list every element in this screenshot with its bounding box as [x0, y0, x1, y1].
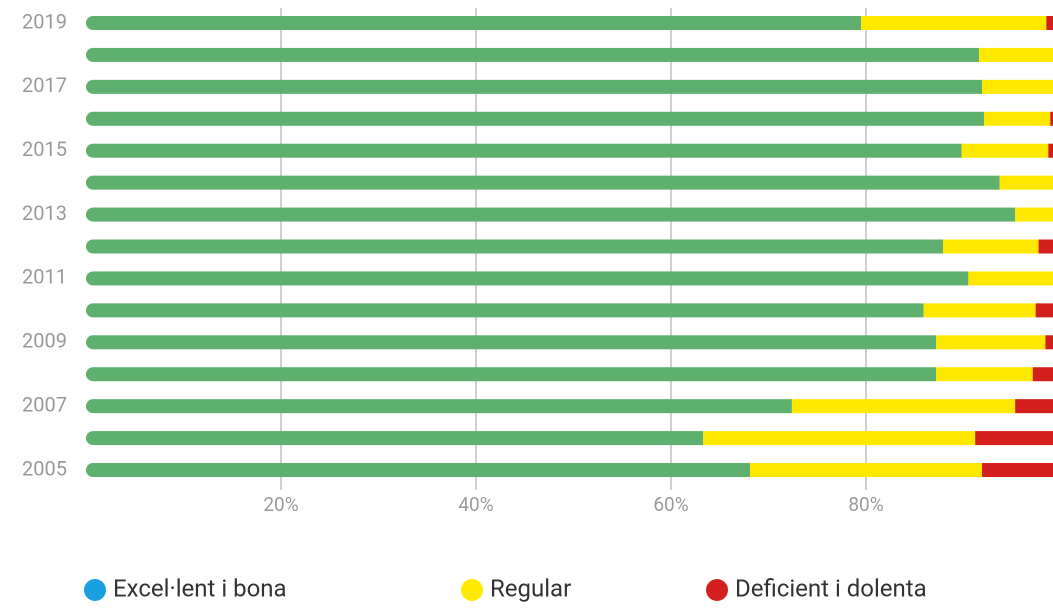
bar-segment — [93, 207, 1016, 222]
bar-segment — [968, 271, 1053, 286]
bar-segment — [1015, 207, 1053, 222]
y-tick-label: 2013 — [22, 201, 67, 225]
bar-segment — [999, 175, 1053, 190]
bar-segment — [703, 431, 976, 446]
bar-segment — [93, 271, 969, 286]
bar-segment — [93, 175, 1000, 190]
bar-segment — [93, 143, 962, 158]
bar-segment — [861, 16, 1047, 30]
bar-segment — [93, 303, 924, 318]
y-tick-label: 2011 — [22, 265, 67, 289]
bar-segment — [93, 431, 704, 446]
bar-segment — [791, 399, 1016, 414]
legend-label: Excel·lent i bona — [113, 574, 287, 602]
bar-segment — [1038, 239, 1053, 254]
y-tick-label: 2007 — [22, 392, 67, 416]
y-tick-label: 2015 — [22, 137, 67, 161]
bar-segment — [93, 463, 750, 478]
bar-segment — [749, 463, 983, 478]
legend-marker — [461, 579, 483, 601]
bar-segment — [982, 463, 1053, 478]
x-tick-label: 60% — [653, 493, 688, 516]
x-tick-label: 80% — [848, 493, 883, 516]
bar-segment — [93, 47, 980, 62]
bar-segment — [1046, 16, 1053, 30]
legend-marker — [84, 579, 106, 601]
legend-label: Deficient i dolenta — [735, 574, 927, 602]
x-tick-label: 40% — [458, 493, 493, 516]
bar-segment — [1050, 111, 1053, 126]
bar-segment — [93, 111, 984, 126]
bar-segment — [923, 303, 1036, 318]
y-tick-label: 2009 — [22, 329, 67, 353]
bar-segment — [975, 431, 1053, 446]
bar-segment — [93, 367, 937, 382]
bar-segment — [1045, 335, 1053, 350]
bar-segment — [93, 335, 937, 350]
bar-segment — [1032, 367, 1053, 382]
bar-segment — [1015, 399, 1053, 414]
y-tick-label: 2019 — [22, 9, 67, 33]
bar-segment — [943, 239, 1039, 254]
bar-segment — [983, 111, 1051, 126]
x-tick-label: 20% — [263, 493, 298, 516]
bar-segment — [961, 143, 1049, 158]
bar-segment — [93, 79, 983, 94]
y-tick-label: 2017 — [22, 73, 67, 97]
bar-segment — [936, 335, 1046, 350]
bar-segment — [936, 367, 1033, 382]
bar-segment — [979, 47, 1053, 62]
bar-segment — [1035, 303, 1053, 318]
bar-segment — [982, 79, 1053, 94]
legend-marker — [706, 579, 728, 601]
y-tick-label: 2005 — [22, 456, 67, 480]
bar-segment — [93, 399, 792, 414]
bar-segment — [93, 239, 944, 254]
bar-segment — [1048, 143, 1053, 158]
legend-label: Regular — [490, 574, 571, 602]
bar-segment — [93, 16, 862, 30]
